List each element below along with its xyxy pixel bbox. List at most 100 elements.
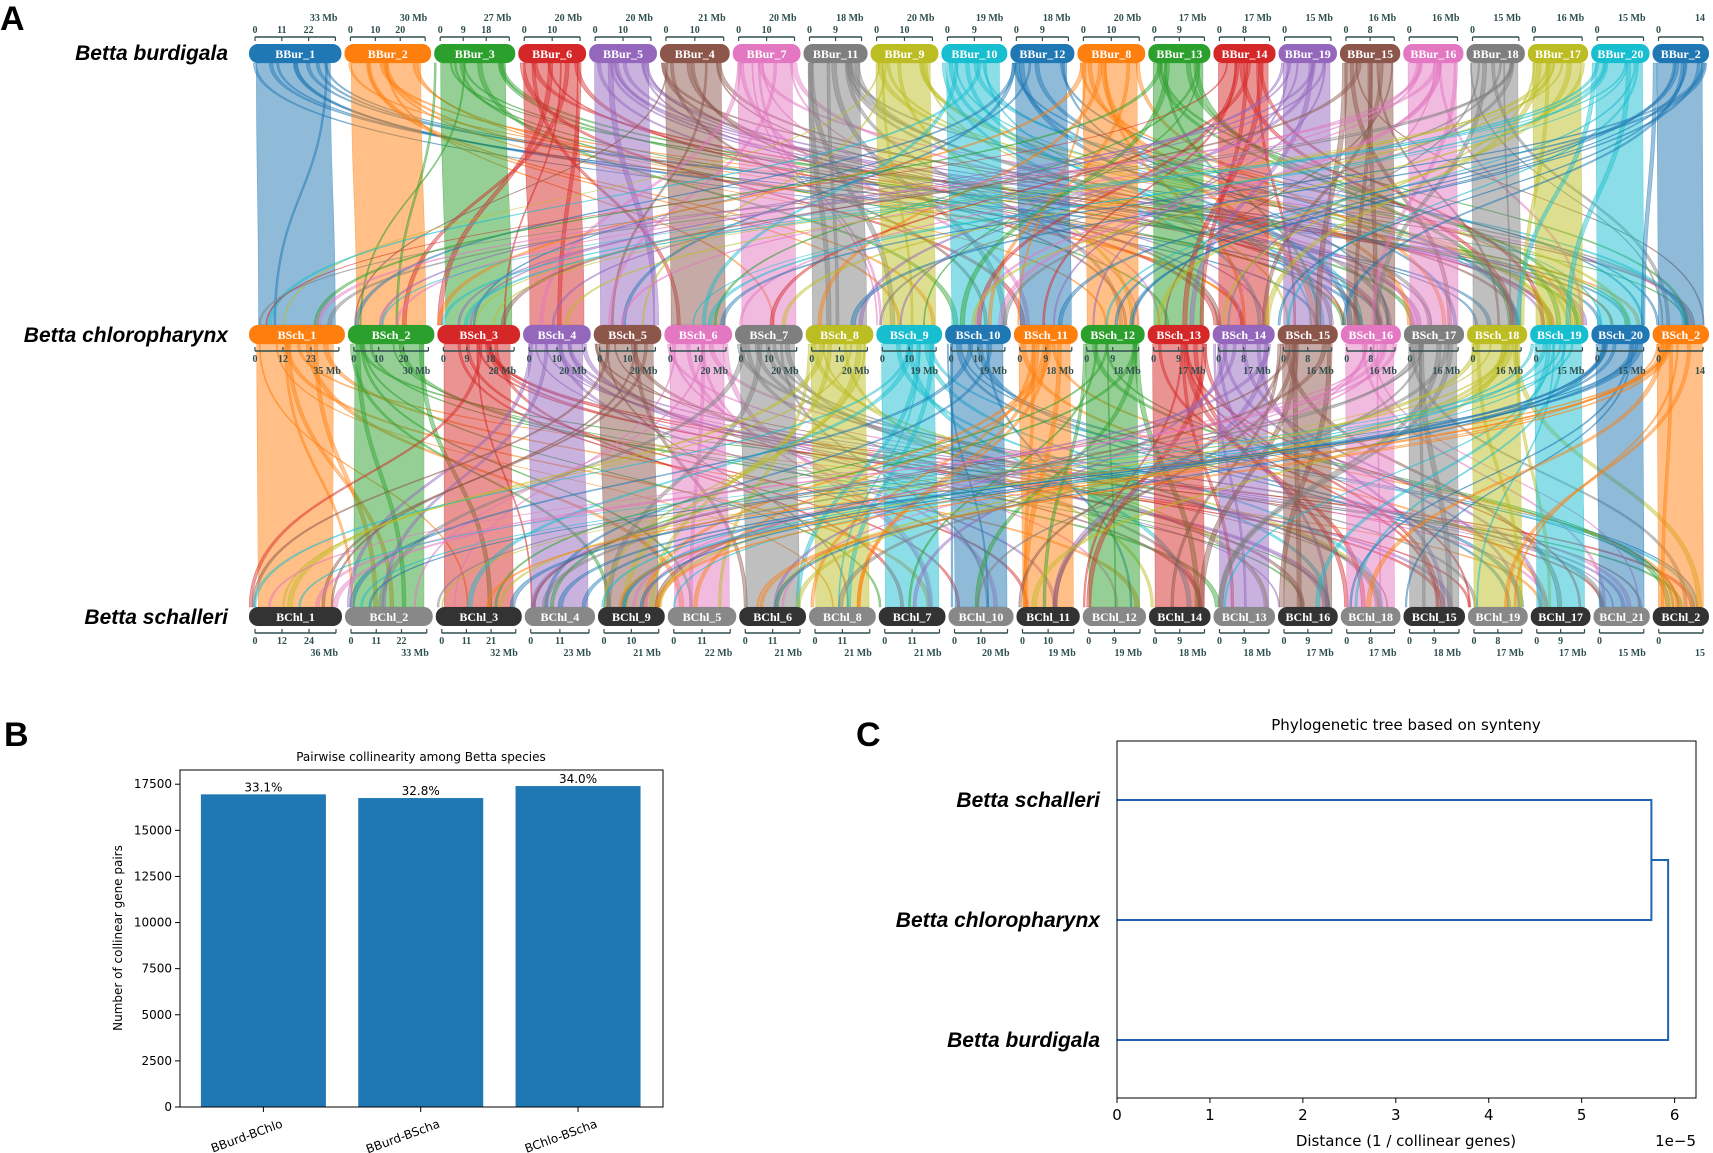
scale-tick-label: 11	[838, 636, 847, 647]
scale-tick-label: 0	[348, 25, 353, 36]
scale-tick-label: 0	[1656, 636, 1661, 647]
scale-tick-label: 0	[1595, 25, 1600, 36]
chromosome-label: BSch_1	[278, 328, 317, 342]
chromosome-bar	[1652, 607, 1709, 626]
scale-tick-label: 0	[1282, 25, 1287, 36]
chromosome-label: BSch_16	[1349, 328, 1394, 342]
chromosome-label: BSch_15	[1285, 328, 1330, 342]
bar	[515, 786, 641, 1107]
chromosome-bar	[1652, 325, 1709, 344]
chromosome-bar	[1591, 325, 1650, 344]
species-label-schalleri: Betta schalleri	[84, 606, 229, 629]
synteny-link	[332, 343, 1386, 608]
chromosome-bar	[803, 44, 868, 63]
scale-tick-label: 0	[1217, 25, 1222, 36]
chromosome-bsch-17: BSch_17 0 16 Mb	[1403, 325, 1465, 377]
chromosome-bar	[345, 607, 433, 626]
scale-tick-label: 9	[464, 354, 469, 365]
scale-tick-label: 19 Mb	[976, 13, 1004, 24]
y-tick-label: 10000	[134, 916, 172, 930]
chromosome-label: BSch_19	[1537, 328, 1582, 342]
scale-tick-label: 0	[1656, 25, 1661, 36]
chromosome-bar	[524, 607, 595, 626]
x-tick-label: 1	[1205, 1106, 1215, 1124]
y-tick-label: 15000	[134, 823, 172, 837]
scale-tick-label: 0	[1282, 636, 1287, 647]
scale-tick-label: 24	[304, 636, 314, 647]
synteny-link	[720, 62, 1706, 326]
tree-xlabel: Distance (1 / collinear genes)	[1296, 1132, 1516, 1150]
chromosome-bar	[1277, 325, 1338, 344]
scale-tick-label: 15 Mb	[1305, 13, 1333, 24]
chromosome-bsch-11: BSch_11 0 918 Mb	[1013, 325, 1078, 377]
chromosome-label: BChl_16	[1286, 610, 1331, 624]
chromosome-bar	[1340, 325, 1401, 344]
chromosome-bchl-16: BChl_16 0 917 Mb	[1278, 607, 1338, 659]
scale-tick-label: 23 Mb	[564, 648, 592, 659]
scale-tick-label: 0	[1407, 636, 1412, 647]
scale-tick-label: 20 Mb	[625, 13, 653, 24]
scale-tick-label: 12	[277, 636, 287, 647]
synteny-link	[1277, 62, 1687, 326]
synteny-link	[950, 343, 954, 608]
tree-title: Phylogenetic tree based on synteny	[1271, 716, 1541, 734]
chromosome-bar	[739, 607, 806, 626]
scale-tick-label: 0	[736, 25, 741, 36]
scale-tick-label: 20 Mb	[982, 648, 1010, 659]
chromosome-label: BBur_5	[603, 47, 643, 61]
scale-tick-label: 20 Mb	[842, 366, 870, 377]
chromosome-label: BChl_11	[1026, 610, 1070, 624]
chromosome-bar	[1212, 325, 1275, 344]
chromosome-label: BSch_7	[750, 328, 789, 342]
scale-tick-label: 0	[1281, 354, 1286, 365]
scale-tick-label: 18	[486, 354, 496, 365]
scale-tick-label: 23	[306, 354, 316, 365]
chromosome-bchl-17: BChl_17 0 917 Mb	[1530, 607, 1591, 659]
scale-tick-label: 27 Mb	[484, 13, 512, 24]
scale-tick-label: 0	[880, 354, 885, 365]
scale-tick-label: 11	[277, 25, 286, 36]
scale-tick-label: 11	[697, 636, 706, 647]
scale-tick-label: 9	[1432, 636, 1437, 647]
scale-tick-label: 12	[278, 354, 288, 365]
chromosome-bbur-20: BBur_20 0 15 Mb	[1591, 13, 1650, 63]
chromosome-bbur-10: BBur_100 919 Mb	[941, 13, 1008, 63]
y-tick-label: 7500	[141, 962, 172, 976]
scale-tick-label: 18 Mb	[1434, 648, 1462, 659]
y-tick-label: 0	[164, 1100, 172, 1114]
tree-branch	[1117, 859, 1670, 1041]
chromosome-label: BChl_4	[541, 610, 580, 624]
scale-tick-label: 9	[1305, 636, 1310, 647]
scale-tick-label: 32 Mb	[490, 648, 518, 659]
scale-tick-label: 8	[1495, 636, 1500, 647]
scale-tick-label: 0	[1656, 354, 1661, 365]
chromosome-bar	[805, 325, 874, 344]
chromosome-bbur-13: BBur_13 0 917 Mb	[1148, 13, 1211, 63]
scale-tick-label: 14	[1695, 366, 1705, 377]
bar-chart-title: Pairwise collinearity among Betta specie…	[296, 750, 546, 764]
scale-tick-label: 20 Mb	[630, 366, 658, 377]
chromosome-bsch-16: BSch_16 0 816 Mb	[1340, 325, 1401, 377]
synteny-link	[1017, 62, 1087, 326]
synteny-link	[607, 62, 660, 326]
chromosome-label: BSch_12	[1090, 328, 1135, 342]
chromosome-label: BBur_2	[368, 47, 408, 61]
chromosome-label: BChl_2	[1662, 610, 1701, 624]
chromosome-bar	[435, 607, 522, 626]
chromosome-bsch-13: BSch_13 0 917 Mb	[1147, 325, 1210, 377]
scale-tick-label: 14	[1695, 13, 1705, 24]
scale-tick-label: 0	[1471, 354, 1476, 365]
scale-tick-label: 0	[1597, 636, 1602, 647]
chromosome-label: BBur_3	[455, 47, 495, 61]
